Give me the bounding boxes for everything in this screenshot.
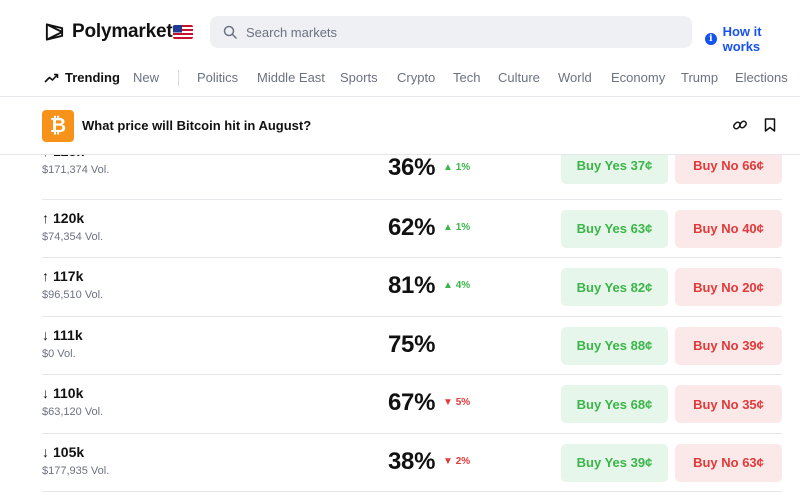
- polymarket-logo[interactable]: Polymarket: [44, 21, 173, 43]
- how-it-works-link[interactable]: i How it works: [705, 24, 800, 54]
- outcome-volume: $177,935 Vol.: [42, 464, 110, 477]
- buy-yes-button[interactable]: Buy Yes 63¢: [561, 209, 668, 248]
- buy-no-button[interactable]: Buy No 35¢: [675, 385, 782, 423]
- buy-no-button[interactable]: Buy No 63¢: [675, 443, 782, 482]
- outcome-list: ↑125k $171,374 Vol. 36% ▲ 1% Buy Yes 37¢…: [0, 155, 800, 500]
- buy-no-button[interactable]: Buy No 66¢: [675, 155, 782, 184]
- bitcoin-icon: ₿: [42, 110, 74, 142]
- nav-item-tech[interactable]: Tech: [453, 70, 481, 85]
- buy-yes-button[interactable]: Buy Yes 88¢: [561, 326, 668, 365]
- change-up-indicator: ▲ 1%: [443, 221, 471, 233]
- buy-yes-button[interactable]: Buy Yes 37¢: [561, 155, 668, 184]
- outcome-probability: 67%: [388, 389, 436, 416]
- buy-yes-button[interactable]: Buy Yes 82¢: [561, 268, 668, 306]
- buy-yes-button[interactable]: Buy Yes 39¢: [561, 443, 668, 482]
- outcome-row-120k[interactable]: ↑ 120k $74,354 Vol. 62% ▲ 1% Buy Yes 63¢ …: [42, 200, 782, 258]
- outcome-label: ↑125k: [42, 155, 84, 159]
- buy-no-button[interactable]: Buy No 20¢: [675, 268, 782, 306]
- bookmark-icon[interactable]: [762, 117, 778, 133]
- outcome-volume: $63,120 Vol.: [42, 406, 104, 418]
- outcome-probability: 38%: [388, 447, 436, 475]
- change-up-indicator: ▲ 4%: [443, 280, 471, 291]
- buy-no-button[interactable]: Buy No 40¢: [675, 209, 782, 248]
- change-up-indicator: ▲ 1%: [443, 162, 471, 173]
- trending-icon: [44, 73, 59, 83]
- nav-item-sports[interactable]: Sports: [340, 70, 378, 85]
- outcome-row-110k[interactable]: ↓ 110k $63,120 Vol. 67% ▼ 5% Buy Yes 68¢ …: [42, 375, 782, 434]
- nav-item-label: Trending: [65, 70, 120, 85]
- nav-item-elections[interactable]: Elections: [735, 70, 788, 85]
- outcome-row-125k[interactable]: ↑125k $171,374 Vol. 36% ▲ 1% Buy Yes 37¢…: [42, 155, 782, 200]
- outcome-probability: 81%: [388, 272, 436, 299]
- outcome-probability: 36%: [388, 155, 436, 181]
- outcome-row-111k[interactable]: ↓ 111k $0 Vol. 75% Buy Yes 88¢ Buy No 39¢: [42, 317, 782, 375]
- nav-item-middle-east[interactable]: Middle East: [257, 70, 325, 85]
- info-icon: i: [705, 33, 717, 45]
- nav-item-world[interactable]: World: [558, 70, 592, 85]
- outcome-probability: 62%: [388, 213, 436, 241]
- how-it-works-label: How it works: [722, 24, 762, 54]
- nav-item-economy[interactable]: Economy: [611, 70, 666, 85]
- outcome-volume: $96,510 Vol.: [42, 289, 104, 301]
- change-down-indicator: ▼ 2%: [443, 455, 471, 467]
- outcome-probability: 75%: [388, 330, 436, 358]
- outcome-row-105k[interactable]: ↓ 105k $177,935 Vol. 38% ▼ 2% Buy Yes 39¢…: [42, 434, 782, 492]
- outcome-label: ↑ 120k: [42, 209, 85, 226]
- outcome-volume: $0 Vol.: [42, 347, 76, 360]
- top-header: Polymarket i How it works: [0, 0, 800, 64]
- outcome-volume: $171,374 Vol.: [42, 164, 110, 176]
- nav-item-culture[interactable]: Culture: [498, 70, 540, 85]
- search-bar[interactable]: [210, 16, 692, 48]
- nav-separator: [178, 70, 179, 86]
- nav-item-crypto[interactable]: Crypto: [397, 70, 436, 85]
- nav-item-new[interactable]: New: [133, 70, 160, 85]
- market-title: What price will Bitcoin hit in August?: [82, 118, 312, 133]
- nav-item-trump[interactable]: Trump: [681, 70, 719, 85]
- nav-item-trending[interactable]: Trending: [44, 70, 120, 85]
- buy-yes-button[interactable]: Buy Yes 68¢: [561, 385, 668, 423]
- buy-no-button[interactable]: Buy No 39¢: [675, 326, 782, 365]
- us-flag-icon[interactable]: [173, 25, 193, 39]
- change-down-indicator: ▼ 5%: [443, 397, 471, 408]
- link-icon[interactable]: [732, 117, 748, 133]
- outcome-label: ↓ 111k: [42, 326, 83, 343]
- search-icon: [223, 25, 237, 39]
- search-input[interactable]: [246, 24, 666, 40]
- polymarket-logo-icon: [45, 23, 64, 41]
- outcome-volume: $74,354 Vol.: [42, 230, 104, 243]
- category-nav: Trending New Politics Middle East Sports…: [0, 62, 800, 92]
- outcome-label: ↓ 110k: [42, 385, 84, 401]
- outcome-label: ↑ 117k: [42, 268, 84, 284]
- header-divider: [0, 96, 800, 97]
- logo-text: Polymarket: [72, 21, 173, 42]
- outcome-row-117k[interactable]: ↑ 117k $96,510 Vol. 81% ▲ 4% Buy Yes 82¢ …: [42, 258, 782, 317]
- market-header: ₿ What price will Bitcoin hit in August?: [0, 97, 800, 155]
- nav-item-politics[interactable]: Politics: [197, 70, 239, 85]
- outcome-label: ↓ 105k: [42, 443, 85, 460]
